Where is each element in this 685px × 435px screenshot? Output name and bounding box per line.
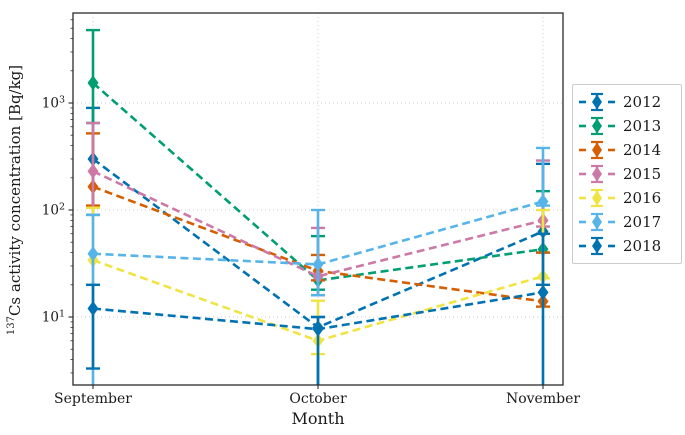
series-2017 [86, 146, 550, 385]
marker-diamond [87, 246, 99, 262]
legend-item-2012: 2012 [579, 90, 675, 114]
legend-label: 2015 [623, 165, 662, 183]
legend-marker [579, 164, 615, 184]
marker-diamond [537, 194, 549, 210]
legend-marker [579, 236, 615, 256]
y-tick-label: 101 [42, 309, 65, 326]
x-tick-label: October [289, 391, 347, 407]
axes-frame [72, 12, 564, 386]
x-tick-label: November [506, 391, 580, 407]
legend: 2012 2013 2014 2015 2016 2017 2018 [572, 84, 682, 264]
legend-item-2016: 2016 [579, 186, 675, 210]
legend-marker [579, 188, 615, 208]
marker-diamond [87, 301, 99, 317]
legend-item-2015: 2015 [579, 162, 675, 186]
x-axis-label: Month [291, 409, 345, 428]
legend-item-2017: 2017 [579, 210, 675, 234]
legend-item-2013: 2013 [579, 114, 675, 138]
legend-label: 2016 [623, 189, 662, 207]
legend-label: 2014 [623, 141, 662, 159]
marker-diamond [87, 163, 99, 179]
y-tick-label: 103 [42, 95, 65, 112]
y-axis-label-text: Cs activity concentration [Bq/kg] [6, 64, 24, 317]
marker-diamond [537, 284, 549, 300]
legend-label: 2013 [623, 117, 662, 135]
y-axis-label-superscript: 137 [6, 316, 17, 336]
series-line [92, 170, 544, 278]
marker-diamond [87, 75, 99, 91]
legend-item-2014: 2014 [579, 138, 675, 162]
marker-diamond [312, 321, 324, 337]
legend-item-2018: 2018 [579, 234, 675, 258]
marker-diamond [312, 256, 324, 272]
legend-marker [579, 212, 615, 232]
y-axis-label: 137Cs activity concentration [Bq/kg] [6, 0, 28, 400]
legend-marker [579, 140, 615, 160]
series-line [92, 81, 544, 282]
series-2018 [86, 232, 550, 385]
legend-label: 2018 [623, 237, 662, 255]
legend-label: 2017 [623, 213, 662, 231]
y-tick-label: 102 [42, 202, 65, 219]
legend-marker [579, 92, 615, 112]
legend-marker [579, 116, 615, 136]
legend-label: 2012 [623, 93, 662, 111]
x-tick-label: September [54, 391, 132, 407]
